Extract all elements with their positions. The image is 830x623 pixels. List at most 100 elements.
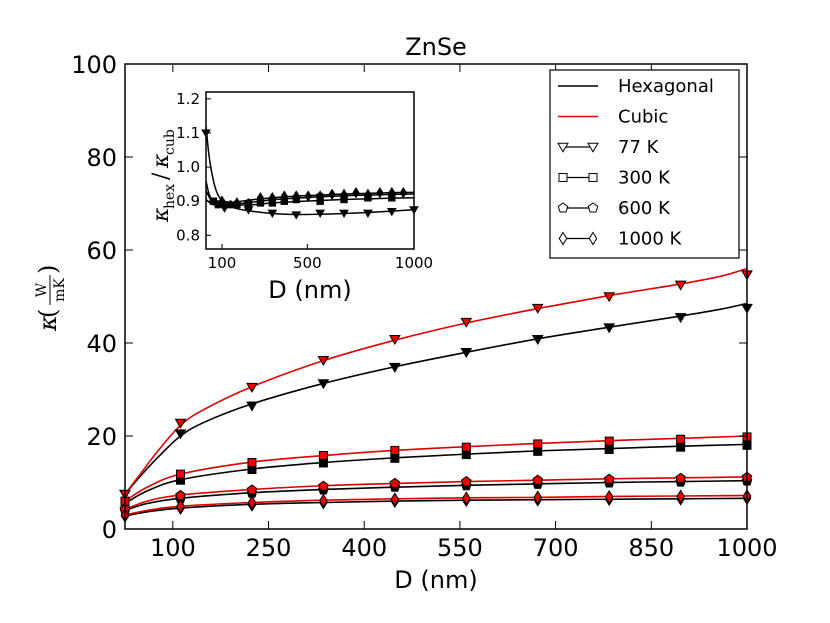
data-point-300K-hex-6 <box>533 446 543 456</box>
data-point-77K-hex-1 <box>174 429 187 440</box>
inset-data-point-1000K-13 <box>388 186 396 199</box>
legend-entry-600k-marker-right <box>587 202 599 213</box>
inset-data-point-77K-6 <box>339 209 349 218</box>
inset-data-point-1000K-6 <box>304 190 312 202</box>
inset-data-point-1000K-1 <box>233 197 241 209</box>
main-plot-area <box>125 267 747 517</box>
data-point-77K-hex-4 <box>388 362 401 373</box>
x-tick-label-850: 850 <box>628 534 674 562</box>
inset-data-point-77K-4 <box>291 211 302 220</box>
data-point-600K-cub-8 <box>675 472 686 483</box>
data-point-77K-cub-2 <box>246 382 258 393</box>
data-point-300K-cub-4 <box>390 445 400 455</box>
data-point-77K-cub-4 <box>388 335 401 346</box>
data-point-300K-hex-4 <box>390 453 400 463</box>
inset-data-point-1000K-8 <box>328 188 336 201</box>
inset-data-point-1000K-0 <box>218 195 226 207</box>
y-axis-label-symbol: κ <box>34 315 62 332</box>
data-point-77K-hex-7 <box>603 323 616 334</box>
data-point-77K-cub-5 <box>460 317 473 328</box>
data-point-77K-cub-8 <box>674 280 687 291</box>
legend-entry-1000k-marker-left <box>558 231 568 246</box>
inset-y-tick-label-0.9: 0.9 <box>176 192 200 210</box>
y-tick-label-100: 100 <box>71 51 117 79</box>
legend: Hexagonal Cubic 77 K 300 K 600 K 1000 K <box>549 69 740 259</box>
inset-data-point-600K-2 <box>244 198 253 207</box>
series-line-77K-hex <box>125 302 747 495</box>
inset-x-axis-label: D (nm) <box>268 276 351 304</box>
series-line-77K-cub <box>125 267 747 495</box>
data-point-300K-cub-2 <box>247 458 257 468</box>
inset-x-tick-label-500: 500 <box>293 254 322 272</box>
legend-entry-600k-label: 600 K <box>618 198 671 219</box>
data-point-77K-cub-6 <box>531 303 544 314</box>
main-x-ticks: 100 250 400 550 700 850 1000 <box>150 64 778 562</box>
y-axis-label: κ ( W mK ) <box>34 265 68 332</box>
legend-entry-600k-marker-left <box>557 202 569 213</box>
y-axis-label-open-paren: ( <box>34 309 62 318</box>
y-axis-label-denominator: mK <box>52 278 68 302</box>
data-point-600K-cub-1 <box>175 489 186 501</box>
data-point-300K-cub-3 <box>318 451 328 461</box>
data-point-600K-cub-4 <box>389 477 401 488</box>
x-axis-label: D (nm) <box>394 566 477 594</box>
x-tick-label-700: 700 <box>533 534 579 562</box>
inset-data-point-77K-5 <box>315 209 326 218</box>
data-point-300K-cub-6 <box>533 439 543 449</box>
inset-axes-frame <box>205 91 415 250</box>
chart-title: ZnSe <box>405 33 467 61</box>
legend-entry-hexagonal-label: Hexagonal <box>618 76 714 97</box>
data-point-77K-hex-5 <box>460 348 473 359</box>
inset-y-tick-label-0.8: 0.8 <box>176 226 200 244</box>
inset-data-point-1000K-7 <box>316 190 324 202</box>
inset-y-tick-label-1.1: 1.1 <box>176 124 200 142</box>
inset-background <box>206 92 414 249</box>
series-line-1000K-hex <box>125 497 747 517</box>
x-tick-label-550: 550 <box>437 534 483 562</box>
main-axes-frame <box>124 63 748 530</box>
inset-x-tick-label-1000: 1000 <box>395 254 433 272</box>
inset-x-ticks: 100 500 1000 <box>208 244 433 272</box>
inset-y-label-sub-1: hex <box>162 184 178 209</box>
data-point-600K-cub-2 <box>246 484 258 495</box>
legend-box <box>549 69 740 259</box>
legend-entry-cubic-label: Cubic <box>618 107 668 128</box>
data-point-1000K-cub-7 <box>604 489 614 504</box>
inset-y-tick-label-1: 1.0 <box>176 158 200 176</box>
data-point-300K-hex-7 <box>604 444 614 454</box>
inset-y-label-slash: / <box>149 172 174 180</box>
data-point-1000K-cub-4 <box>390 492 400 507</box>
data-point-600K-cub-6 <box>532 474 544 485</box>
data-point-300K-cub-8 <box>676 434 686 444</box>
data-point-600K-cub-5 <box>460 475 472 487</box>
legend-entry-300k-marker-right <box>588 173 598 182</box>
data-point-1000K-cub-6 <box>533 490 543 505</box>
data-point-300K-hex-8 <box>676 442 686 452</box>
inset-y-label-sub-2: cub <box>162 129 178 155</box>
data-point-300K-cub-1 <box>176 469 186 479</box>
legend-entry-77k-marker-right <box>587 142 599 153</box>
inset-data-point-1000K-9 <box>340 188 348 201</box>
data-point-600K-cub-3 <box>318 480 329 491</box>
inset-data-point-1000K-14 <box>399 186 407 199</box>
inset-y-ticks: 0.8 0.9 1.0 1.1 1.2 <box>176 90 211 244</box>
legend-entry-300k-label: 300 K <box>618 168 671 189</box>
inset-markers <box>201 129 419 220</box>
inset-y-tick-label-1.2: 1.2 <box>176 90 200 108</box>
inset-y-label-symbol-2: κ <box>149 153 174 169</box>
inset-data-point-1000K-10 <box>352 186 360 199</box>
data-point-77K-hex-6 <box>531 335 544 346</box>
inset-data-point-1000K-5 <box>292 190 300 202</box>
y-tick-label-0: 0 <box>102 516 117 544</box>
inset-data-point-1000K-4 <box>280 190 288 202</box>
legend-entry-77k-marker-left <box>557 142 569 153</box>
data-point-1000K-cub-1 <box>176 499 185 514</box>
inset-data-point-77K-8 <box>386 207 397 217</box>
data-point-77K-cub-3 <box>317 355 330 366</box>
inset-y-axis-label: κ hex / κ cub <box>149 129 178 223</box>
legend-entry-77k-label: 77 K <box>618 137 660 158</box>
inset-data-point-1000K-11 <box>364 188 372 201</box>
x-tick-label-400: 400 <box>341 534 387 562</box>
inset-data-point-77K-3 <box>267 209 278 218</box>
